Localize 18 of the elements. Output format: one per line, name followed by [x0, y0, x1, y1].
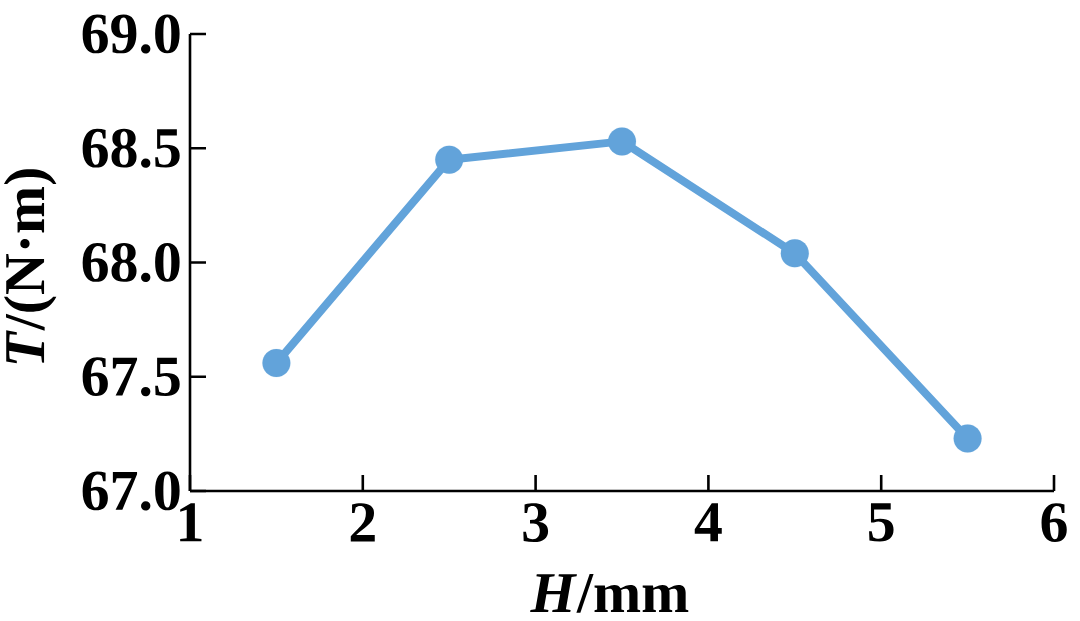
- y-tick-label: 67.0: [82, 471, 180, 511]
- y-axis-title: T/(N·m): [3, 169, 57, 364]
- point: [262, 348, 291, 378]
- x-tick-label: 1: [180, 503, 202, 542]
- point: [780, 239, 809, 268]
- point: [607, 127, 637, 156]
- x-tick-label: 3: [523, 503, 549, 543]
- y-tick-label: 68.5: [82, 128, 180, 168]
- y-tick-label: 67.5: [82, 357, 180, 397]
- x-axis-title: H/mm: [530, 574, 689, 613]
- x-tick-label: 5: [869, 503, 894, 542]
- x-tick-label: 2: [350, 503, 375, 542]
- y-tick-label: 68.0: [82, 242, 180, 283]
- x-tick-label: 4: [694, 503, 722, 542]
- point: [435, 145, 464, 174]
- y-tick-label: 69.0: [82, 14, 180, 54]
- point: [953, 424, 982, 453]
- x-tick-label: 6: [1041, 503, 1067, 543]
